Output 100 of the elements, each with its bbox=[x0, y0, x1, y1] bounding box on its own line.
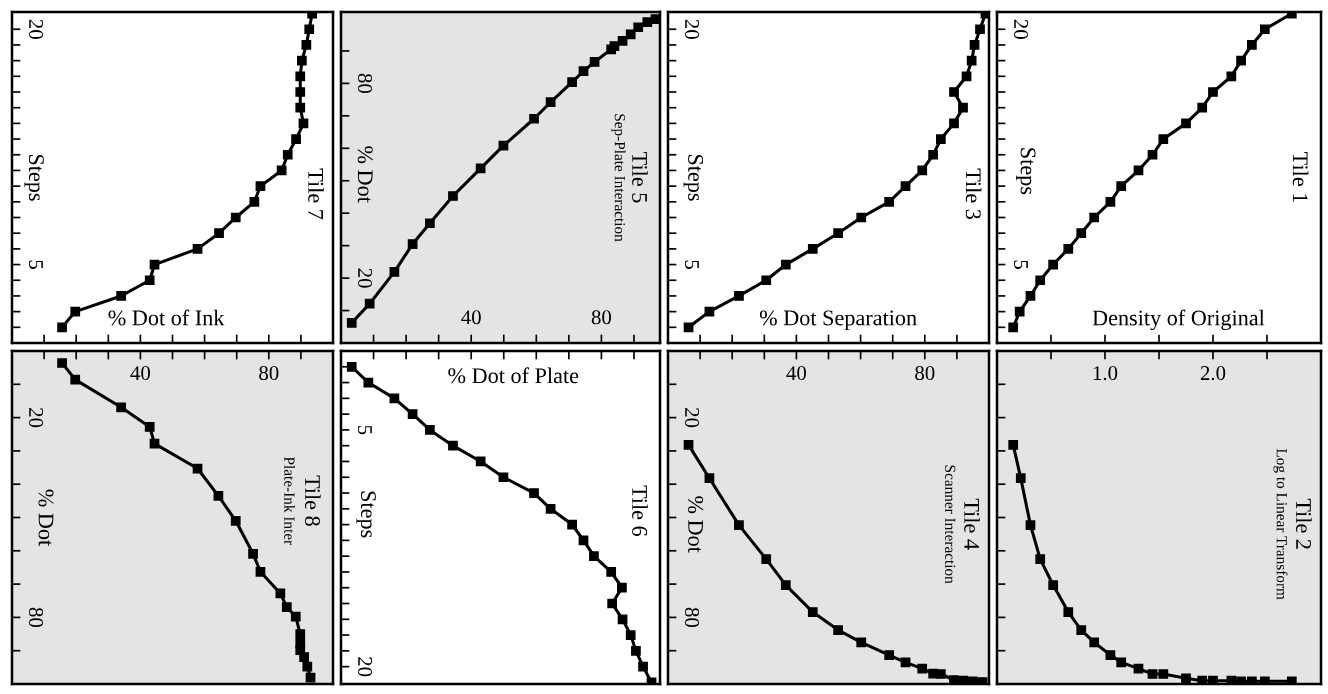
point bbox=[1158, 669, 1169, 679]
point bbox=[297, 55, 307, 66]
y-tick-label: 20 bbox=[358, 268, 373, 288]
point bbox=[1181, 118, 1191, 129]
point bbox=[1247, 40, 1257, 50]
text: Tile 7 bbox=[308, 168, 324, 220]
point bbox=[917, 165, 928, 176]
point bbox=[70, 374, 81, 385]
x-axis-title: Density of Original bbox=[1092, 309, 1265, 331]
point bbox=[1226, 71, 1237, 82]
x-tick-label: 2.0 bbox=[1200, 366, 1226, 381]
point bbox=[1226, 675, 1237, 684]
point bbox=[935, 134, 946, 144]
point bbox=[1076, 228, 1087, 239]
point bbox=[1105, 650, 1116, 660]
point bbox=[425, 218, 435, 229]
point bbox=[116, 291, 127, 301]
point bbox=[1025, 520, 1036, 531]
point bbox=[617, 614, 628, 625]
point bbox=[917, 663, 928, 674]
point bbox=[299, 652, 309, 662]
y-axis-title: Steps bbox=[1016, 148, 1036, 195]
point bbox=[475, 456, 486, 467]
point bbox=[807, 244, 818, 254]
point bbox=[275, 588, 286, 599]
text: Tile 5 bbox=[632, 152, 648, 203]
point bbox=[1158, 134, 1169, 144]
y-axis-title: % Dot bbox=[688, 496, 704, 553]
point bbox=[407, 239, 418, 249]
point bbox=[1247, 676, 1257, 684]
point bbox=[230, 515, 241, 526]
point bbox=[295, 102, 306, 113]
point bbox=[969, 40, 980, 50]
point bbox=[856, 212, 867, 223]
point bbox=[498, 472, 509, 483]
point bbox=[389, 393, 400, 404]
point bbox=[346, 361, 357, 372]
text: Tile 3 bbox=[965, 168, 982, 220]
point bbox=[607, 598, 618, 609]
x-tick-label: 80 bbox=[259, 366, 279, 381]
point bbox=[249, 196, 260, 207]
point bbox=[1008, 440, 1019, 450]
y-tick-label: 80 bbox=[358, 73, 373, 94]
point bbox=[1025, 291, 1036, 301]
point bbox=[900, 657, 911, 668]
point bbox=[475, 163, 486, 174]
point bbox=[1208, 87, 1218, 97]
point bbox=[302, 661, 313, 672]
point bbox=[1236, 676, 1246, 684]
point bbox=[291, 134, 301, 144]
point bbox=[1089, 212, 1100, 223]
point bbox=[363, 377, 374, 388]
point bbox=[282, 149, 293, 160]
point bbox=[884, 650, 895, 660]
point bbox=[1063, 607, 1074, 617]
point bbox=[761, 554, 772, 564]
x-tick-label: 40 bbox=[786, 366, 807, 381]
text: Tile 8 bbox=[304, 475, 321, 526]
point bbox=[949, 87, 959, 97]
point bbox=[1133, 663, 1144, 674]
point bbox=[1048, 259, 1059, 270]
point bbox=[780, 259, 791, 270]
y-tick-label: 20 bbox=[1014, 19, 1029, 39]
point bbox=[958, 675, 969, 684]
x-axis-title: % Dot of Ink bbox=[108, 309, 225, 326]
point bbox=[276, 165, 287, 176]
point bbox=[230, 212, 241, 223]
point bbox=[884, 196, 895, 207]
x-axis-title: % Dot Separation bbox=[759, 310, 917, 330]
point bbox=[761, 275, 772, 286]
point bbox=[1076, 625, 1087, 635]
point bbox=[833, 625, 843, 635]
point bbox=[1286, 676, 1297, 684]
point bbox=[295, 87, 306, 97]
point bbox=[1208, 675, 1218, 684]
point bbox=[1008, 322, 1019, 333]
point bbox=[407, 409, 418, 419]
point bbox=[975, 24, 985, 35]
point bbox=[281, 602, 292, 612]
point bbox=[545, 97, 556, 108]
y-axis-title: % Dot bbox=[357, 146, 373, 203]
point bbox=[856, 637, 867, 648]
point bbox=[214, 228, 224, 239]
y-tick-label: 80 bbox=[29, 607, 44, 628]
text: Tile 1 bbox=[1292, 152, 1309, 202]
point bbox=[966, 55, 977, 66]
point bbox=[529, 113, 539, 124]
point bbox=[301, 40, 312, 50]
point bbox=[642, 17, 653, 27]
point bbox=[961, 71, 972, 82]
point bbox=[606, 567, 617, 577]
text: Scanner Interaction bbox=[945, 465, 956, 584]
x-tick-label: 40 bbox=[461, 310, 481, 325]
point bbox=[833, 228, 843, 239]
point bbox=[589, 57, 600, 67]
y-tick-label: 5 bbox=[29, 260, 43, 269]
point bbox=[255, 566, 266, 577]
y-tick-label: 5 bbox=[685, 260, 699, 269]
point bbox=[734, 291, 744, 301]
point bbox=[609, 41, 620, 51]
